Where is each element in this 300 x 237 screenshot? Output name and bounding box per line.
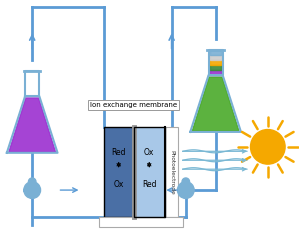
Circle shape [28, 178, 36, 186]
Text: Red: Red [142, 180, 157, 189]
Circle shape [182, 178, 190, 186]
Text: Ion exchange membrane: Ion exchange membrane [90, 102, 177, 108]
Polygon shape [210, 70, 221, 75]
Polygon shape [210, 60, 221, 65]
FancyBboxPatch shape [99, 217, 183, 227]
Polygon shape [208, 50, 223, 75]
Polygon shape [25, 71, 39, 96]
Circle shape [24, 182, 40, 198]
Circle shape [177, 182, 194, 198]
Polygon shape [9, 98, 56, 152]
Text: Red: Red [111, 148, 126, 157]
Polygon shape [210, 50, 221, 55]
FancyBboxPatch shape [165, 128, 178, 217]
FancyBboxPatch shape [134, 128, 165, 217]
Polygon shape [192, 77, 239, 131]
FancyBboxPatch shape [104, 128, 134, 217]
Polygon shape [210, 55, 221, 60]
Circle shape [250, 130, 285, 164]
Text: Ox: Ox [144, 148, 154, 157]
Text: Ox: Ox [113, 180, 124, 189]
Polygon shape [210, 65, 221, 70]
Text: Photoelectrode: Photoelectrode [169, 150, 174, 195]
